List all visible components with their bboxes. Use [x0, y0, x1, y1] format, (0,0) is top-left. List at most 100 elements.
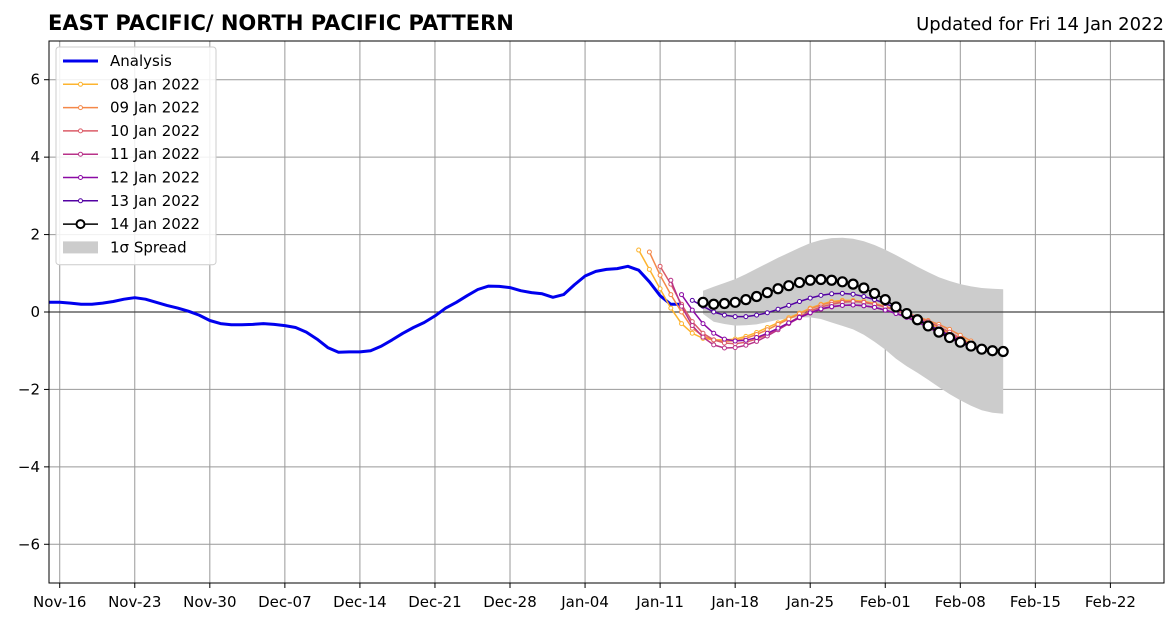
current-forecast-point	[826, 274, 838, 286]
x-tick-label: Nov-16	[33, 593, 86, 611]
legend-label: 1σ Spread	[110, 238, 187, 256]
x-tick-label: Dec-28	[483, 593, 537, 611]
current-forecast-point	[793, 276, 806, 289]
x-tick-label: Feb-08	[935, 593, 986, 611]
current-forecast-point	[708, 298, 720, 310]
forecast-point	[732, 314, 738, 320]
current-forecast-point	[772, 283, 784, 295]
y-axis-ticks: 6 4 2 0 −2 −4 −6	[18, 71, 49, 553]
current-forecast-point	[922, 320, 934, 332]
current-forecast-point	[750, 290, 763, 303]
legend-item: 14 Jan 2022	[63, 215, 200, 233]
y-tick-label: 2	[30, 226, 40, 244]
forecast-point	[818, 306, 824, 312]
legend-swatch-marker	[78, 128, 83, 134]
y-tick-label: −2	[18, 380, 40, 398]
current-forecast-point	[697, 296, 709, 308]
x-tick-label: Feb-15	[1010, 593, 1061, 611]
forecast-point	[818, 292, 824, 298]
forecast-point	[829, 304, 835, 310]
forecast-point	[700, 334, 706, 340]
y-tick-label: 0	[30, 303, 40, 321]
current-forecast-point	[943, 331, 956, 344]
y-tick-label: −4	[18, 458, 40, 476]
forecast-point	[657, 286, 663, 292]
x-tick-label: Nov-23	[108, 593, 161, 611]
legend-item: 08 Jan 2022	[63, 75, 200, 93]
y-tick-label: 4	[30, 148, 40, 166]
current-forecast-point	[868, 287, 881, 300]
legend-item: 11 Jan 2022	[63, 145, 200, 163]
forecast-point	[732, 338, 738, 344]
legend-label: 14 Jan 2022	[110, 215, 200, 233]
legend-label: 08 Jan 2022	[110, 75, 200, 93]
current-forecast-point	[986, 345, 999, 357]
forecast-point	[754, 335, 760, 341]
forecast-point	[764, 330, 770, 336]
x-tick-label: Jan-11	[635, 593, 684, 611]
forecast-point	[689, 307, 695, 313]
current-forecast-point	[804, 274, 816, 286]
forecast-point	[668, 277, 674, 283]
analysis-series-group	[49, 264, 682, 354]
x-tick-label: Feb-22	[1085, 593, 1136, 611]
spread-band-group	[703, 237, 1004, 414]
current-forecast-point	[879, 294, 891, 306]
x-tick-label: Dec-07	[258, 593, 312, 611]
forecast-point	[850, 302, 856, 308]
forecast-point	[796, 299, 802, 305]
current-forecast-point	[815, 273, 827, 286]
x-tick-label: Dec-14	[333, 593, 387, 611]
legend-box	[55, 46, 217, 266]
forecast-point	[689, 330, 695, 336]
current-forecast-point	[836, 276, 848, 288]
x-tick-label: Nov-30	[183, 593, 236, 611]
forecast-point	[689, 297, 695, 303]
forecast-point	[679, 309, 685, 315]
forecast-point	[668, 305, 674, 311]
forecast-point	[679, 303, 685, 309]
current-forecast-point	[740, 294, 752, 306]
current-forecast-point	[965, 340, 977, 352]
forecast-point	[721, 345, 727, 351]
legend-label: 12 Jan 2022	[110, 169, 200, 187]
forecast-point	[796, 314, 802, 320]
forecast-point	[882, 307, 888, 313]
analysis-line	[49, 264, 682, 354]
forecast-point	[689, 323, 695, 329]
chart-title: EAST PACIFIC/ NORTH PACIFIC PATTERN	[48, 11, 514, 35]
current-forecast-point	[847, 278, 859, 290]
forecast-point	[668, 292, 674, 298]
legend-swatch-marker	[78, 151, 83, 157]
current-forecast-point	[911, 314, 924, 326]
forecast-point	[711, 309, 717, 315]
legend-item: 13 Jan 2022	[63, 192, 200, 210]
forecast-point	[786, 302, 792, 308]
spread-band	[703, 237, 1004, 414]
current-forecast-point	[890, 301, 902, 313]
forecast-point	[743, 337, 749, 343]
x-tick-label: Jan-18	[710, 593, 759, 611]
current-forecast-point	[783, 280, 795, 292]
forecast-point	[872, 304, 878, 310]
chart-subtitle: Updated for Fri 14 Jan 2022	[916, 14, 1164, 35]
current-forecast-point	[954, 336, 966, 348]
legend-label: Analysis	[110, 52, 172, 70]
x-tick-label: Jan-04	[560, 593, 609, 611]
current-forecast-point	[976, 343, 988, 355]
x-tick-label: Dec-21	[408, 593, 462, 611]
current-forecast-point	[718, 297, 731, 310]
forecast-point	[646, 266, 652, 272]
legend-swatch-marker	[78, 175, 83, 180]
legend-label: 13 Jan 2022	[110, 192, 200, 210]
forecast-point	[743, 342, 749, 348]
forecast-point	[679, 321, 685, 327]
legend-label: 11 Jan 2022	[110, 145, 200, 163]
forecast-point	[861, 303, 867, 309]
legend-label: 09 Jan 2022	[110, 99, 200, 117]
legend-swatch-marker	[75, 219, 86, 230]
forecast-point	[829, 291, 835, 297]
forecast-point	[807, 310, 813, 316]
forecast-point	[657, 272, 663, 278]
